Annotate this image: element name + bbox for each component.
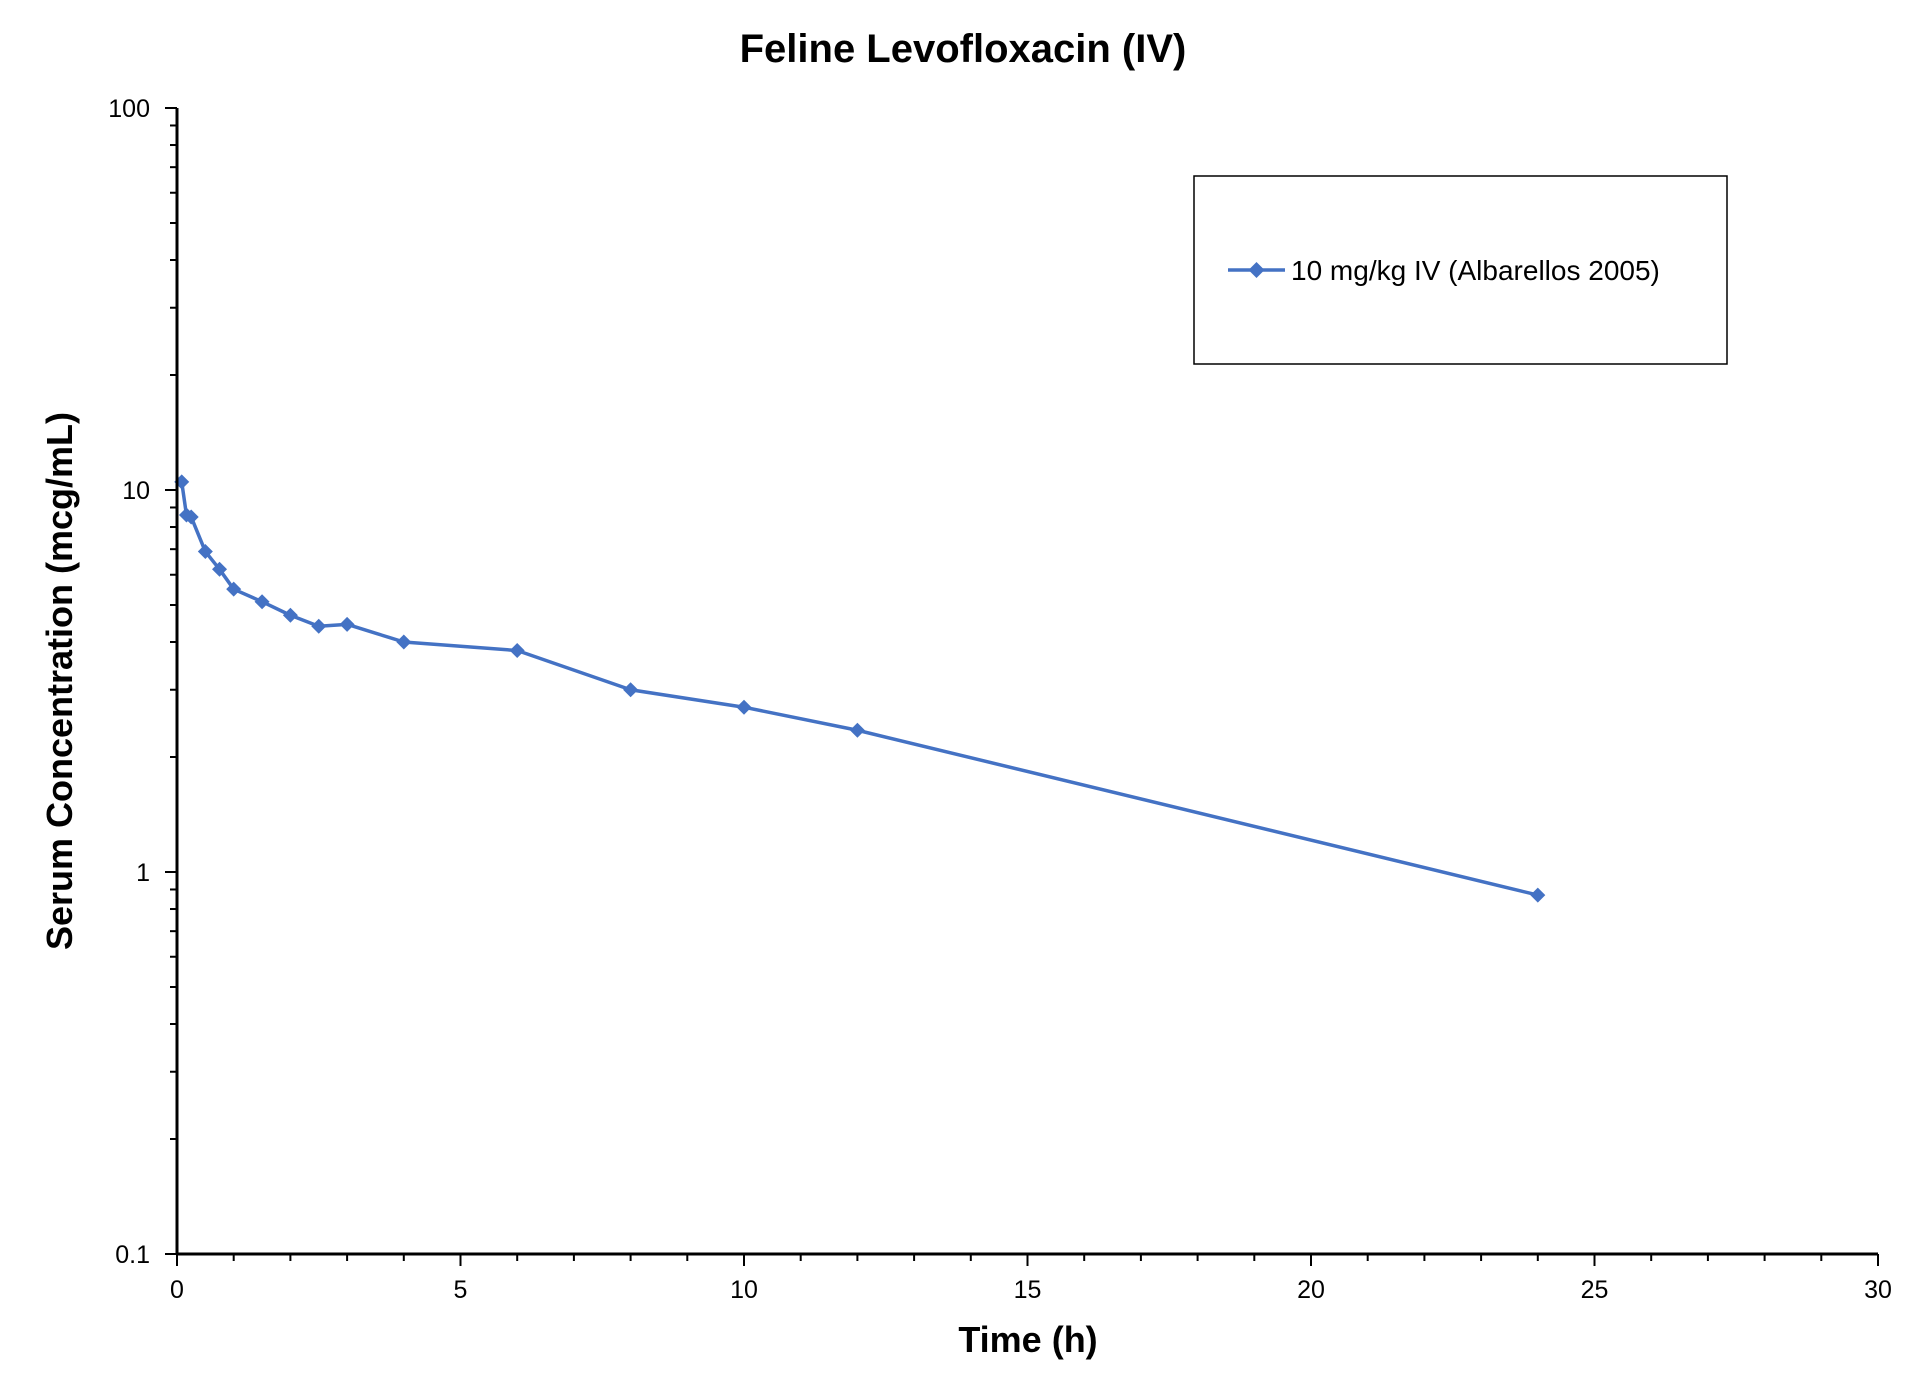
y-tick-label: 0.1 [115,1241,150,1269]
x-tick-label: 15 [1014,1276,1042,1304]
plot-area [174,474,1546,903]
data-point [623,682,639,698]
x-tick-label: 25 [1581,1276,1609,1304]
data-point [849,722,865,738]
y-tick-label: 100 [108,95,150,123]
y-axis-label: Serum Concentration (mcg/mL) [39,412,80,950]
x-tick-label: 30 [1864,1276,1892,1304]
data-point [311,618,327,634]
data-point [509,643,525,659]
x-tick-label: 5 [454,1276,468,1304]
data-point [339,616,355,632]
data-point [183,509,199,525]
data-point [396,634,412,650]
x-tick-label: 10 [730,1276,758,1304]
data-point [1530,887,1546,903]
data-point [212,561,228,577]
legend-series-marker [1248,262,1265,278]
y-ticks: 0.1 1 10 100 [108,95,177,1269]
data-point [282,607,298,623]
y-tick-label: 10 [122,477,150,505]
data-point [736,699,752,715]
y-tick-label: 1 [136,859,150,887]
chart-title: Feline Levofloxacin (IV) [740,27,1187,71]
data-point [226,581,242,597]
legend-series-label: 10 mg/kg IV (Albarellos 2005) [1291,255,1660,286]
x-ticks: 0 5 10 15 20 25 30 [170,1254,1892,1304]
legend: 10 mg/kg IV (Albarellos 2005) [1193,175,1728,365]
x-tick-label: 20 [1297,1276,1325,1304]
x-tick-label: 0 [170,1276,184,1304]
data-point [254,594,270,610]
series-line [179,481,1539,897]
data-point [197,544,213,560]
x-axis-label: Time (h) [958,1319,1097,1360]
